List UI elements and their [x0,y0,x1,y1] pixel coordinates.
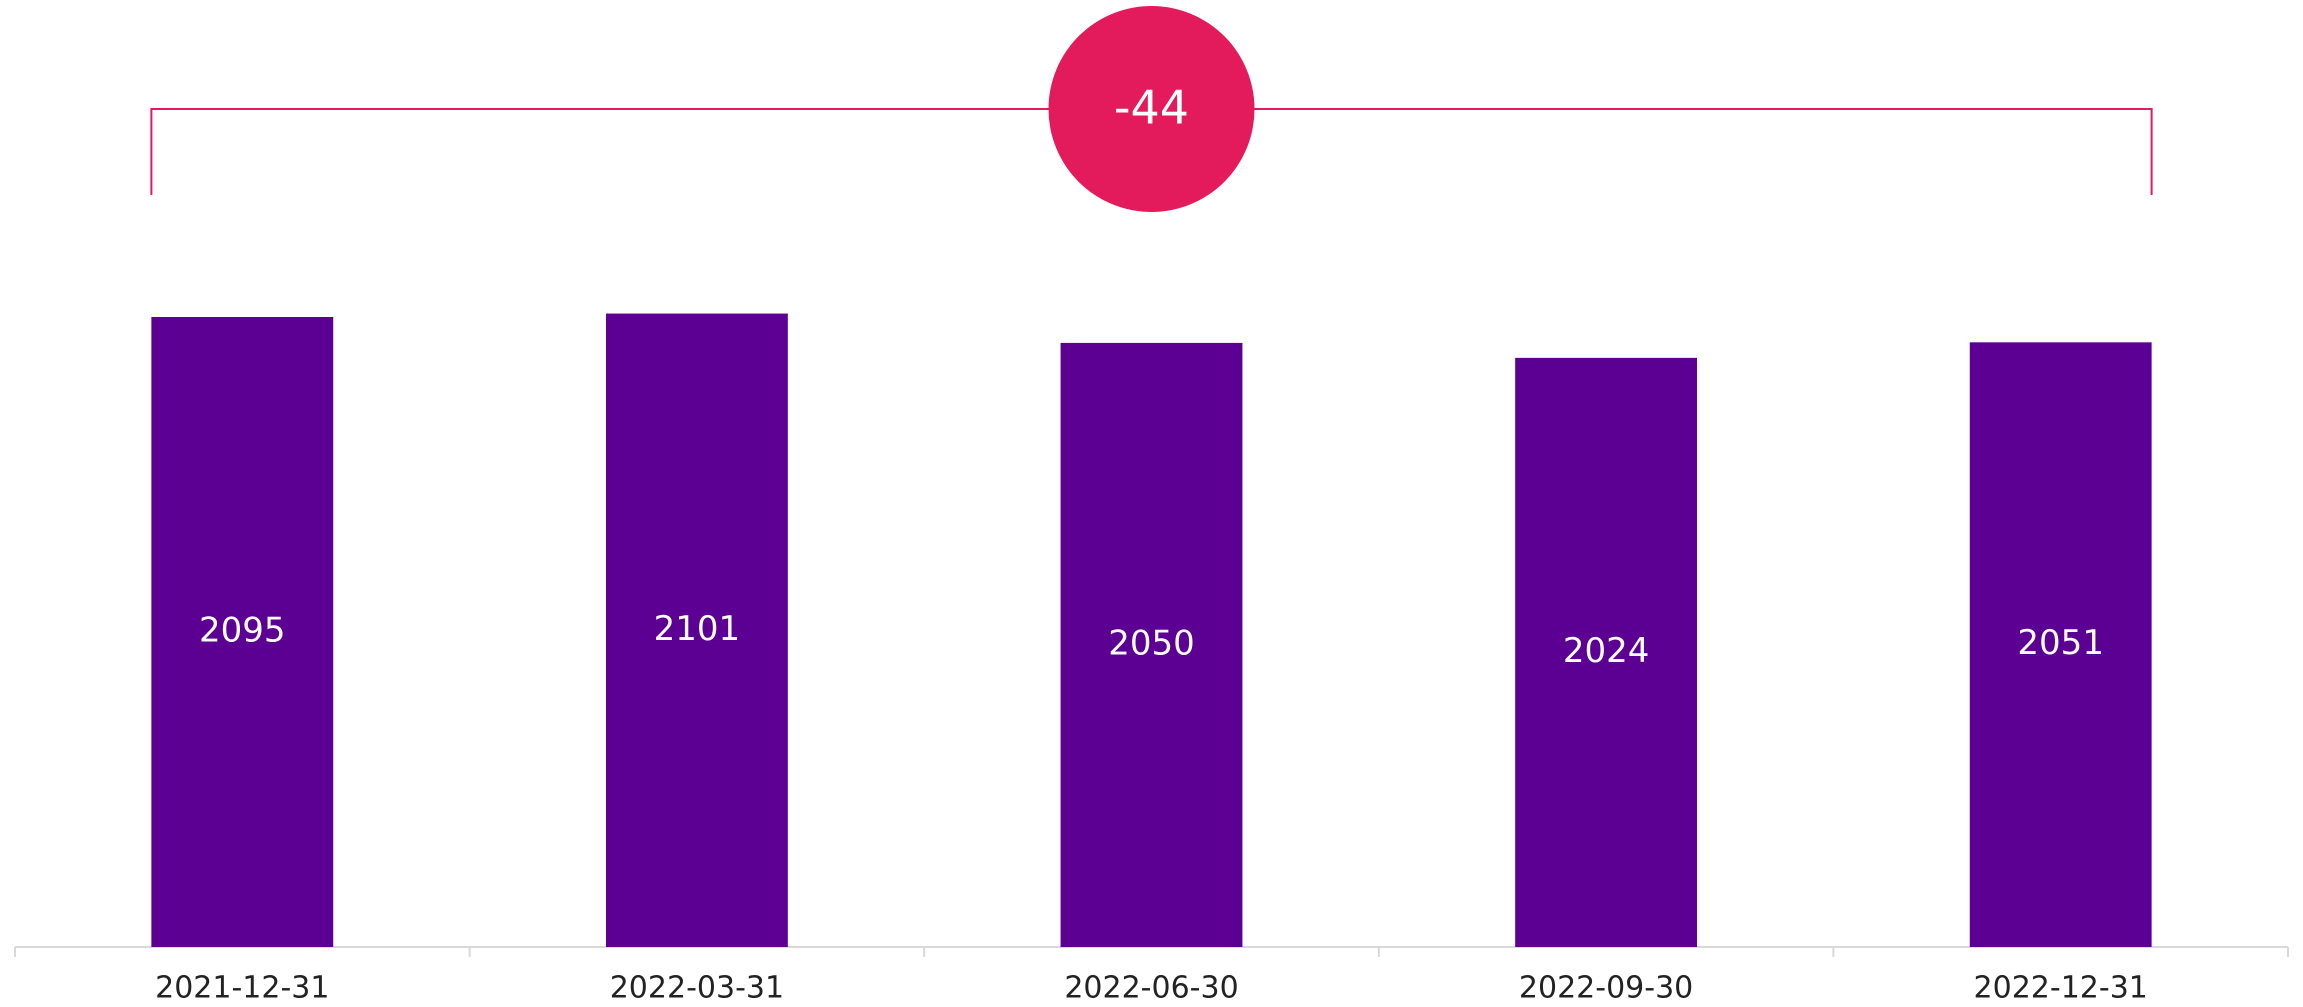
value-label: 2050 [1108,623,1195,663]
value-label: 2024 [1563,631,1650,671]
value-label: 2101 [654,609,741,649]
annotation-text: -44 [1114,81,1189,135]
bar [151,317,334,947]
value-label: 2051 [2017,623,2104,663]
x-tick-label: 2022-09-30 [1519,971,1693,1006]
annotation-badge [1048,6,1255,212]
value-label: 2095 [199,611,286,651]
x-tick-label: 2022-12-31 [1974,971,2148,1006]
bar [1969,342,2152,947]
x-tick-label: 2022-03-31 [610,971,784,1006]
bar [605,313,788,948]
bar [1515,357,1698,948]
bar [1060,342,1243,947]
x-tick-label: 2022-06-30 [1064,971,1238,1006]
x-tick-label: 2021-12-31 [155,971,329,1006]
